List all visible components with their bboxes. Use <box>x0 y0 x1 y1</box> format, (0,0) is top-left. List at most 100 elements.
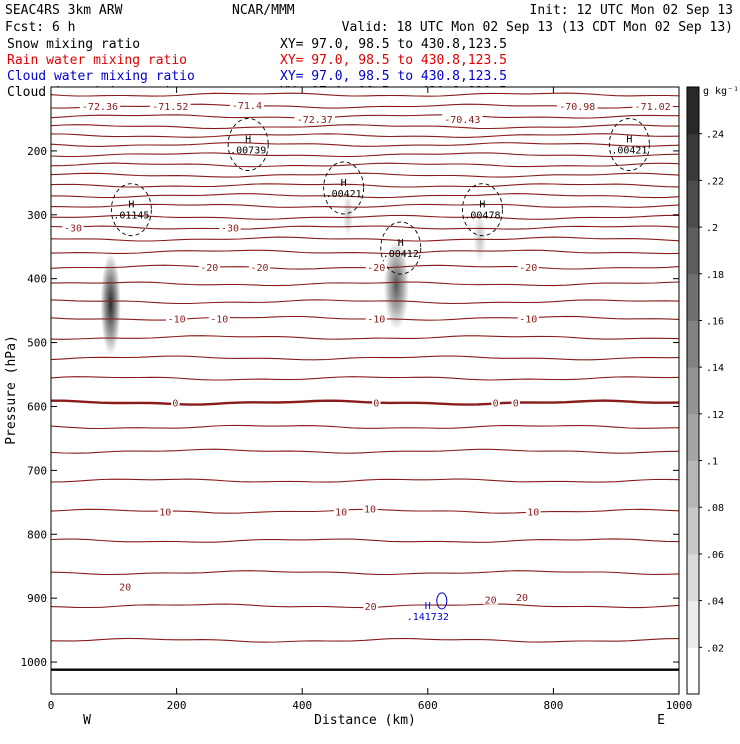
snow-blob <box>100 253 121 356</box>
contour-label-bg <box>483 593 498 605</box>
x-tick-label: 400 <box>292 699 312 712</box>
contour-label-bg <box>333 505 349 517</box>
y-tick-label: 600 <box>27 400 47 413</box>
cloud-ice-contour <box>608 118 650 171</box>
forecast-hour: Fcst: 6 h <box>5 20 75 35</box>
contour-label-bg <box>514 590 530 602</box>
colorbar-swatch <box>687 87 699 135</box>
colorbar-tick-label: .12 <box>706 410 724 421</box>
high-marker: H <box>479 200 485 211</box>
colorbar-swatch <box>687 273 699 321</box>
x-tick-label: 600 <box>418 699 438 712</box>
snow-shading <box>100 192 487 356</box>
high-marker: H <box>425 601 431 612</box>
colorbar-unit: g kg⁻¹ <box>703 86 739 97</box>
contour-label-bg <box>171 396 180 408</box>
temperature-contour <box>51 335 679 340</box>
contour-label-bg <box>442 112 483 124</box>
colorbar-frame <box>686 86 700 695</box>
contour-label: -70.43 <box>444 115 480 126</box>
contour-label: 10 <box>159 507 171 518</box>
contour-label: 10 <box>527 507 539 518</box>
temperature-contour <box>51 424 679 430</box>
colorbar-tick-label: .14 <box>706 363 724 374</box>
contour-label-bg <box>150 100 191 112</box>
contour-label: 10 <box>364 505 376 516</box>
temperature-contour <box>51 236 679 242</box>
colorbar-swatch <box>687 367 699 415</box>
temperature-contour <box>51 315 679 321</box>
cloud-water-contour-line <box>436 592 448 610</box>
colorbar-tick-label: .06 <box>706 550 724 561</box>
temperature-contour <box>51 193 679 199</box>
contour-label: -10 <box>519 314 537 325</box>
high-value: .141732 <box>407 612 449 623</box>
contour-label-bg <box>294 112 335 124</box>
cloud-ice-contours <box>110 118 650 275</box>
field-xy: XY= 97.0, 98.5 to 430.8,123.5 <box>280 69 507 84</box>
contour-label-bg <box>219 221 241 233</box>
contour-label-bg <box>517 312 539 324</box>
contour-label-bg <box>365 312 387 324</box>
temperature-contour <box>51 281 679 287</box>
colorbar-swatch <box>687 600 699 648</box>
field-xy: XY= 97.0, 98.5 to 430.8,123.5 <box>280 37 507 52</box>
high-marker: H <box>626 135 632 146</box>
colorbar-tick-label: .22 <box>706 176 724 187</box>
high-marker: H <box>398 238 404 249</box>
colorbar-swatch <box>687 180 699 228</box>
cloud-ice-contour <box>227 118 269 171</box>
plot-frame <box>50 86 680 695</box>
field-xy: XY= 97.0, 98.5 to 430.8,123.5 <box>280 53 507 68</box>
contour-label-bg <box>491 396 500 408</box>
contour-label: 10 <box>335 507 347 518</box>
colorbar-tick-label: .2 <box>706 223 718 234</box>
model-title: SEAC4RS 3km ARW <box>5 3 123 18</box>
temperature-contour <box>51 249 679 255</box>
y-tick-label: 700 <box>27 464 47 477</box>
high-value: .01145 <box>113 211 149 222</box>
contour-labels: -72.36 -71.52 -71.4 -72.37 -70.43 -70.98 -71.0… <box>62 98 673 613</box>
colorbar-tick-label: .1 <box>706 457 718 468</box>
colorbar-swatch <box>687 553 699 602</box>
temperature-contour <box>51 172 679 178</box>
temperature-contour <box>51 448 679 454</box>
y-tick-label: 200 <box>27 145 47 158</box>
contour-label: -70.98 <box>559 102 595 113</box>
x-tick-label: 0 <box>48 699 55 712</box>
temperature-contour <box>51 152 679 158</box>
contour-label-bg <box>198 261 220 273</box>
cloud-ice-contour <box>380 221 422 275</box>
snow-blob <box>473 211 487 263</box>
temperature-contour <box>51 124 679 130</box>
contour-label: -10 <box>168 314 186 325</box>
y-tick-label: 1000 <box>21 656 48 669</box>
temperature-contour <box>51 214 679 220</box>
high-marker: H <box>341 178 347 189</box>
colorbar-tick-label: .24 <box>706 130 724 141</box>
temperature-contour <box>51 478 679 483</box>
contour-label-bg <box>229 98 264 110</box>
contour-label: 0 <box>493 399 499 410</box>
west-label: W <box>83 713 91 728</box>
contour-label-bg <box>557 100 598 112</box>
contour-label-bg <box>363 599 379 611</box>
colorbar-swatch <box>687 507 699 555</box>
plot-area <box>51 87 679 694</box>
temperature-contour <box>51 399 679 406</box>
contour-label: -71.02 <box>635 102 671 113</box>
contour-label: 20 <box>485 595 497 606</box>
init-time: Init: 12 UTC Mon 02 Sep 13 <box>530 3 734 18</box>
y-tick-label: 400 <box>27 273 47 286</box>
temperature-contour <box>51 355 679 361</box>
contour-label-bg <box>517 261 539 273</box>
temperature-contour <box>51 142 679 147</box>
contour-label-bg <box>525 505 541 517</box>
temperature-contour <box>51 92 679 97</box>
contour-label-bg <box>208 312 230 324</box>
x-axis: 0 200 400 600 800 1000 <box>48 87 692 712</box>
snow-blob <box>383 240 409 330</box>
x-tick-label: 800 <box>543 699 563 712</box>
y-tick-label: 500 <box>27 337 47 350</box>
colorbar-swatch <box>687 460 699 508</box>
